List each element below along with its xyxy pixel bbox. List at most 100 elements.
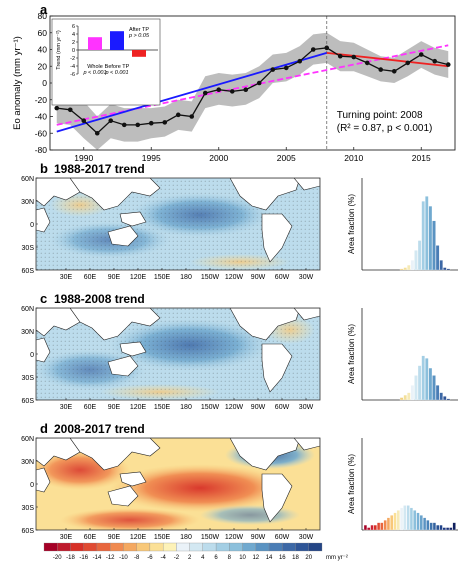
lon-label: 60E: [84, 404, 97, 411]
data-point: [270, 67, 276, 72]
data-point: [324, 45, 330, 51]
inset-y-tick-label: 0: [72, 48, 75, 54]
lat-label: 60S: [22, 398, 35, 405]
hist-bar: [436, 524, 440, 531]
lat-label: 0: [30, 482, 34, 489]
land-mass: [107, 225, 139, 247]
colorbar-swatch: [202, 542, 217, 552]
panel-letter-c: c: [40, 291, 47, 306]
hist-bar: [414, 250, 418, 271]
map-c: [35, 307, 321, 401]
hist-bar: [443, 396, 447, 401]
lon-label: 180: [180, 274, 192, 281]
land-mass: [36, 207, 51, 233]
lat-label: 30S: [22, 375, 35, 382]
lat-label: 30N: [21, 329, 34, 336]
lon-label: 120E: [130, 534, 147, 541]
inset-y-label: Trend (mm yr⁻²): [56, 30, 62, 70]
lon-label: 30E: [60, 274, 73, 281]
lon-label: 120W: [225, 274, 244, 281]
lon-label: 90E: [108, 274, 121, 281]
data-point: [121, 122, 127, 128]
panel-letter-a: a: [40, 2, 48, 17]
hist-y-label: Area fraction (%): [347, 324, 356, 384]
x-tick-label: 2005: [277, 153, 296, 163]
land-mass: [293, 438, 320, 451]
lon-label: 90E: [108, 404, 121, 411]
data-point: [81, 118, 87, 123]
hist-bar: [432, 220, 436, 271]
colorbar-swatch: [189, 542, 204, 552]
lat-label: 60N: [21, 436, 34, 443]
data-point: [189, 114, 195, 119]
hist-bar: [410, 260, 415, 271]
hist-bar: [406, 505, 410, 531]
hist-bar: [380, 522, 384, 531]
lon-label: 150E: [154, 274, 171, 281]
hist-bar: [421, 201, 425, 271]
data-point: [175, 112, 181, 118]
lat-label: 30N: [21, 459, 34, 466]
data-point: [94, 130, 100, 136]
colorbar-label: -2: [174, 555, 180, 561]
colorbar-swatch: [268, 542, 283, 552]
histograms: Area fraction (%) Area fraction (%) Area f…: [347, 178, 458, 531]
land-mass: [107, 485, 139, 507]
colorbar-swatch: [308, 542, 323, 552]
data-point: [364, 60, 370, 66]
lon-label: 180: [180, 404, 192, 411]
data-point: [297, 58, 303, 64]
colorbar-swatch: [282, 542, 296, 552]
land-mass: [36, 467, 51, 493]
land-mass: [293, 308, 320, 321]
inset-bar-label: After TP: [129, 27, 149, 33]
x-tick-label: 1990: [74, 153, 93, 163]
map-title-b: 1988-2017 trend: [54, 162, 145, 176]
hist-bar: [414, 375, 418, 401]
hist-bar: [417, 365, 422, 401]
y-tick-label: -40: [35, 112, 48, 122]
x-tick-label: 2010: [344, 153, 363, 163]
lon-label: 60W: [275, 404, 290, 411]
hist-bar: [403, 394, 407, 401]
panel-letter-b: b: [40, 161, 48, 176]
data-point: [337, 53, 343, 59]
lon-label: 30W: [299, 404, 314, 411]
colorbar-label: 4: [201, 555, 205, 561]
y-tick-label: 80: [38, 11, 48, 21]
lon-label: 60E: [84, 534, 97, 541]
data-point: [229, 89, 235, 94]
data-point: [162, 120, 168, 125]
lon-label: 30W: [299, 534, 314, 541]
x-tick-label: 1995: [142, 153, 161, 163]
hist-bar: [428, 205, 433, 271]
lon-label: 60W: [275, 534, 290, 541]
colorbar-swatch: [242, 542, 256, 552]
hist-bar: [396, 510, 400, 531]
lon-label: 120E: [130, 274, 147, 281]
x-tick-label: 2000: [209, 153, 228, 163]
colorbar-swatch: [83, 542, 98, 552]
colorbar-swatch: [255, 542, 270, 552]
inset-y-tick-label: -2: [70, 56, 75, 62]
hist-bar: [407, 264, 411, 271]
inset-bar: [110, 31, 124, 50]
hist-bar: [442, 527, 446, 531]
data-point: [432, 58, 438, 64]
map-b: [35, 177, 321, 271]
map-axes: 60N 30N 0 30S 60S 30E 60E 90E 120E 150E 180 150W 120…: [21, 176, 313, 541]
colorbar-label: 12: [252, 555, 259, 561]
data-point: [54, 105, 60, 111]
data-point: [243, 87, 249, 92]
y-tick-label: -60: [35, 128, 48, 138]
land-mass: [119, 211, 147, 227]
lon-label: 60W: [275, 274, 290, 281]
colorbar-swatch: [162, 542, 177, 552]
hist-bar: [439, 260, 443, 271]
hist-bar: [428, 367, 433, 401]
hist-bar: [419, 515, 423, 531]
colorbar-label: -20: [53, 555, 62, 561]
colorbar-swatch: [149, 542, 164, 552]
